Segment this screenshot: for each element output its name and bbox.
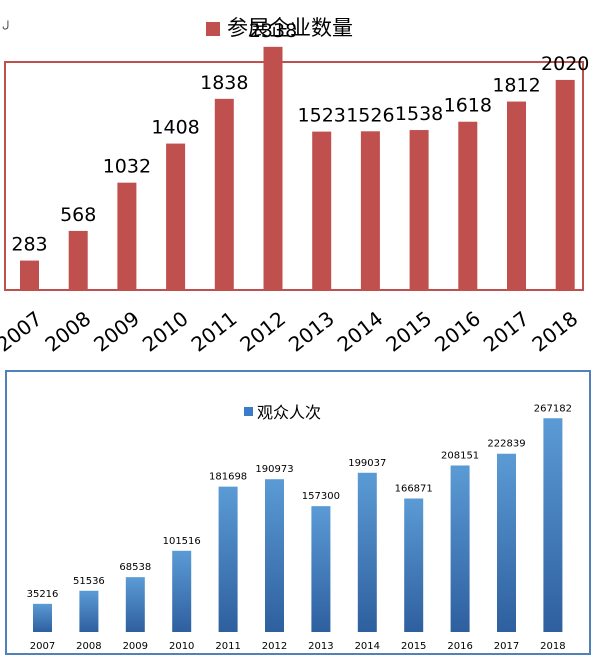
bar [507, 101, 526, 290]
x-tick-label: 2016 [430, 306, 485, 356]
bars-group [20, 46, 575, 291]
category-labels-group: 2007 2008 2009 2010 2011 2012 2013 2014 2015 2016… [30, 641, 566, 652]
chart-frame [4, 61, 584, 291]
bar [68, 230, 88, 290]
bar-value-label: 283 [11, 234, 47, 256]
x-tick-label: 2010 [169, 641, 194, 652]
bar [117, 182, 137, 290]
bar [458, 121, 478, 290]
x-tick-label: 2014 [355, 641, 380, 652]
bar [409, 130, 429, 290]
legend: 观众人次 [244, 403, 321, 422]
bar-value-label: 166871 [395, 484, 433, 495]
value-labels-group: 35216 51536 68538 101516 181698 190973 157300 1… [27, 403, 572, 600]
bar [218, 486, 238, 632]
bar-value-label: 157300 [302, 491, 340, 502]
legend-swatch [244, 407, 253, 416]
legend-label: 参展企业数量 [227, 16, 353, 40]
bar-value-label: 35216 [27, 589, 59, 600]
bar-value-label: 1812 [492, 75, 540, 97]
bar [33, 603, 52, 632]
bar-value-label: 1618 [444, 95, 492, 117]
bar-value-label: 1523 [298, 105, 346, 127]
bar-value-label: 68538 [119, 562, 151, 573]
bar [312, 131, 332, 290]
x-tick-label: 2015 [381, 306, 436, 356]
category-labels-group: 2007200820092010201120122013201420152016… [0, 306, 582, 356]
bar-value-label: 1538 [395, 103, 443, 125]
bar [166, 143, 186, 290]
bar [543, 418, 563, 632]
bar-value-label: 1408 [151, 117, 199, 139]
bar-value-label: 181698 [209, 472, 247, 483]
x-tick-label: 2012 [262, 641, 287, 652]
chart-frame [5, 370, 591, 655]
bar-value-label: 2020 [541, 53, 589, 75]
bar-value-label: 208151 [441, 450, 479, 461]
x-tick-label: 2014 [333, 306, 388, 356]
x-tick-label: 2017 [494, 641, 519, 652]
x-tick-label: 2008 [40, 306, 95, 356]
x-tick-label: 2009 [89, 306, 144, 356]
x-tick-label: 2009 [123, 641, 148, 652]
bar-value-label: 568 [60, 204, 96, 226]
bar-value-label: 101516 [163, 536, 201, 547]
visitor-count-chart: 观众人次 35216 51536 68538 101516 181698 190973 15… [5, 370, 591, 655]
legend-label: 观众人次 [257, 403, 321, 422]
bar [214, 98, 234, 291]
bar-value-label: 1526 [346, 104, 394, 126]
bar [311, 506, 331, 632]
x-tick-label: 2012 [235, 306, 290, 356]
x-tick-label: 2016 [447, 641, 472, 652]
x-tick-label: 2013 [284, 306, 339, 356]
bar [263, 46, 283, 291]
x-tick-label: 2007 [0, 306, 47, 356]
x-tick-label: 2010 [138, 306, 193, 356]
bar-value-label: 2338 [249, 20, 297, 42]
x-tick-label: 2008 [76, 641, 101, 652]
bar [265, 479, 284, 632]
legend: 参展企业数量 [206, 16, 353, 40]
bar-value-label: 1032 [103, 156, 151, 178]
bar [404, 498, 424, 632]
bar [360, 131, 380, 290]
bar [450, 465, 470, 632]
x-tick-label: 2018 [540, 641, 565, 652]
x-tick-label: 2017 [479, 306, 534, 356]
bar [172, 550, 192, 632]
bar-value-label: 222839 [487, 439, 525, 450]
bar-value-label: 51536 [73, 576, 105, 587]
bars-group [33, 418, 563, 632]
x-tick-label: 2007 [30, 641, 55, 652]
bar-value-label: 199037 [348, 458, 386, 469]
legend-swatch [206, 22, 220, 36]
bar [20, 260, 39, 290]
bar [497, 453, 516, 632]
x-tick-label: 2018 [527, 306, 582, 356]
bar-value-label: 190973 [255, 464, 293, 475]
bar [125, 577, 145, 632]
x-tick-label: 2011 [215, 641, 240, 652]
bar [555, 79, 575, 290]
bar [357, 472, 377, 632]
bar-value-label: 267182 [534, 403, 572, 414]
bar-value-label: 1838 [200, 72, 248, 94]
bar [79, 590, 99, 632]
x-tick-label: 2015 [401, 641, 426, 652]
x-tick-label: 2011 [187, 306, 242, 356]
x-tick-label: 2013 [308, 641, 333, 652]
stray-mark: ل [2, 20, 10, 31]
